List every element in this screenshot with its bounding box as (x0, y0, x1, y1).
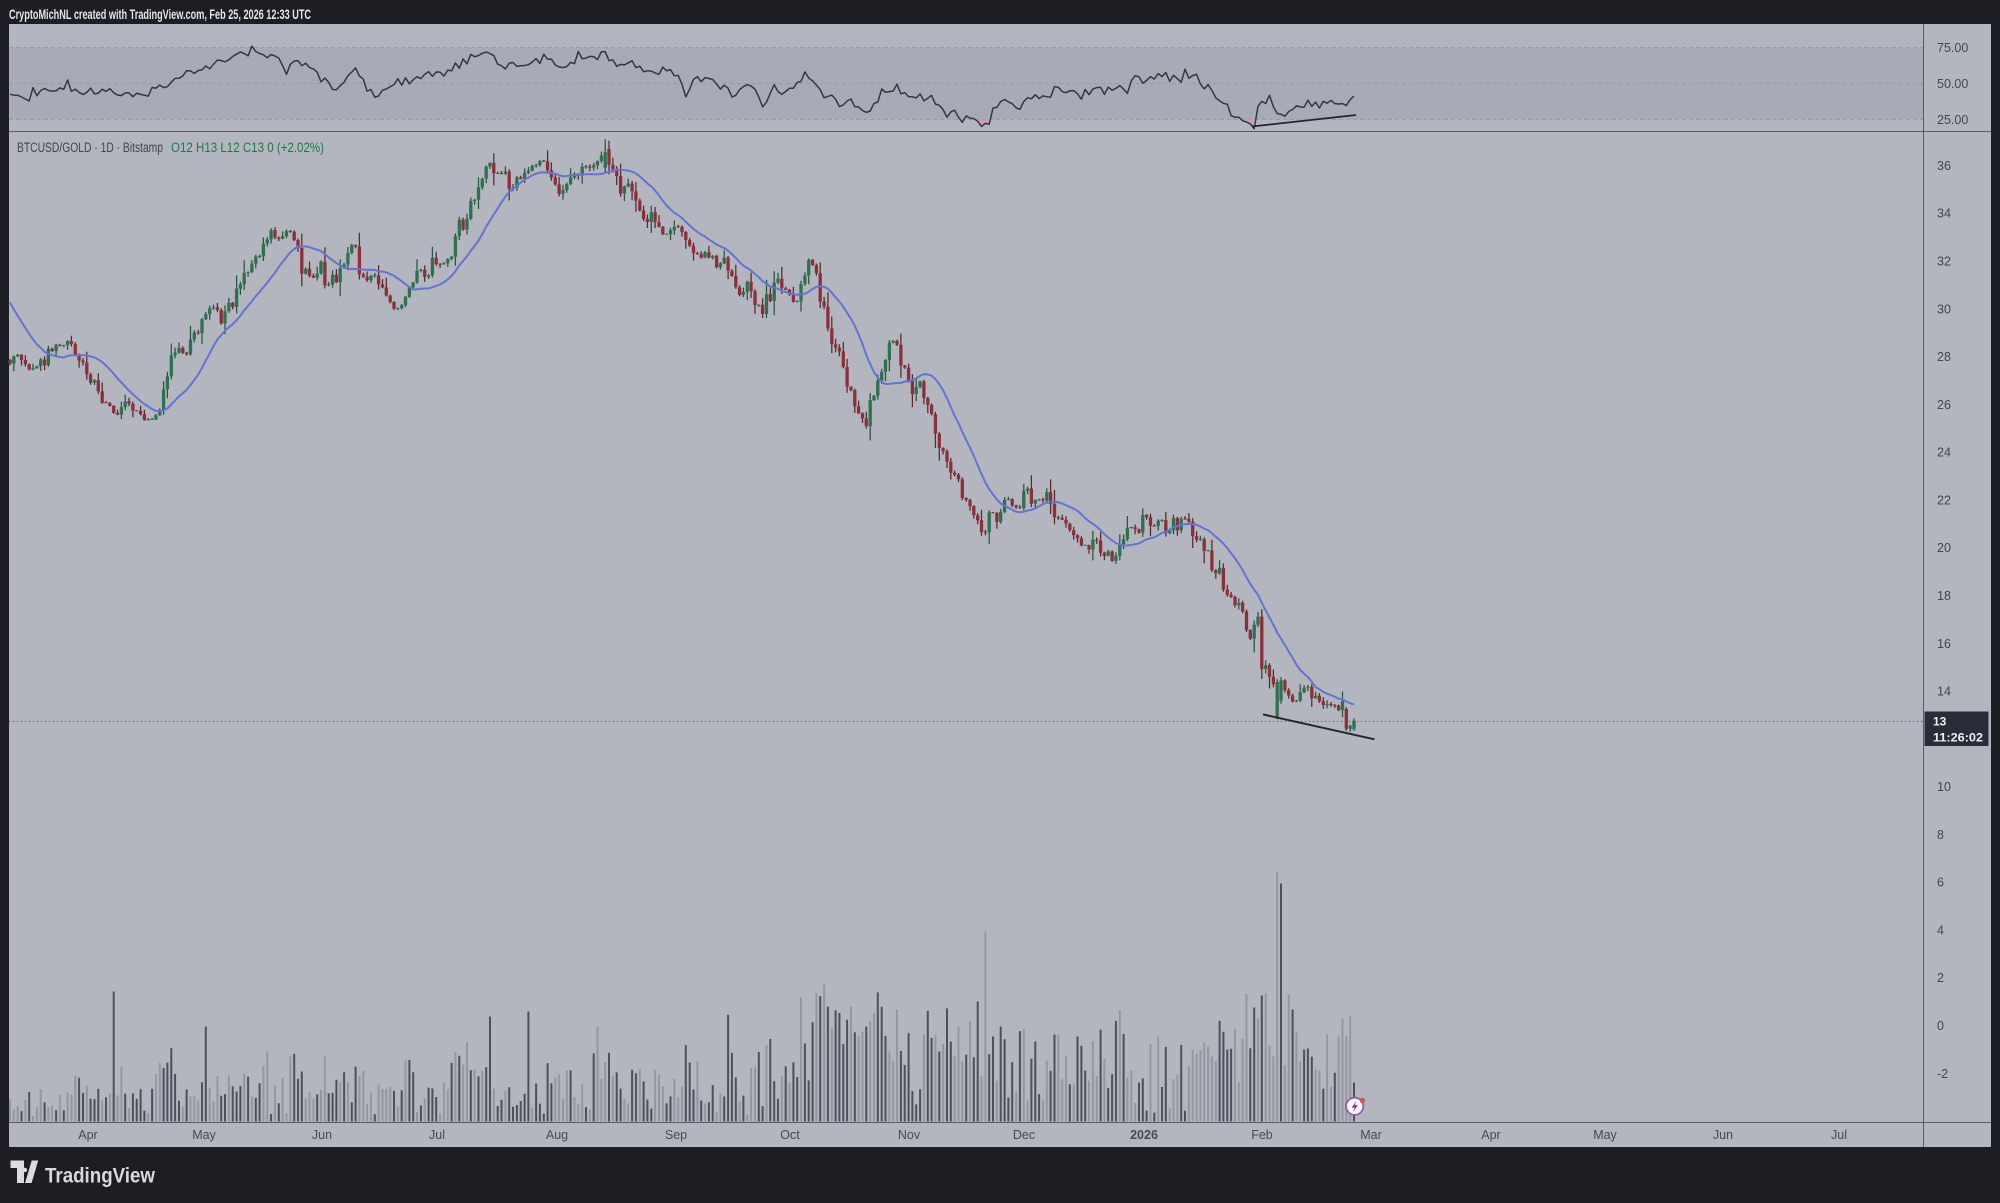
svg-text:Apr: Apr (1481, 1128, 1500, 1142)
svg-text:4: 4 (1937, 923, 1944, 937)
svg-text:CryptoMichNL created with Trad: CryptoMichNL created with TradingView.co… (9, 6, 311, 22)
svg-text:Feb: Feb (1251, 1128, 1273, 1142)
svg-text:8: 8 (1937, 828, 1944, 842)
svg-text:20: 20 (1937, 541, 1951, 555)
svg-text:18: 18 (1937, 589, 1951, 603)
svg-text:50.00: 50.00 (1937, 77, 1968, 91)
svg-text:Nov: Nov (898, 1128, 921, 1142)
svg-text:26: 26 (1937, 398, 1951, 412)
svg-text:30: 30 (1937, 302, 1951, 316)
svg-text:May: May (1593, 1128, 1617, 1142)
svg-text:Jul: Jul (429, 1128, 445, 1142)
svg-text:11:26:02: 11:26:02 (1933, 731, 1983, 745)
svg-text:Oct: Oct (780, 1128, 800, 1142)
svg-text:14: 14 (1937, 685, 1951, 699)
svg-text:16: 16 (1937, 637, 1951, 651)
svg-text:Sep: Sep (665, 1128, 687, 1142)
svg-text:24: 24 (1937, 446, 1951, 460)
svg-text:28: 28 (1937, 350, 1951, 364)
svg-text:2: 2 (1937, 971, 1944, 985)
svg-text:0: 0 (1937, 1019, 1944, 1033)
svg-text:TradingView: TradingView (45, 1165, 156, 1188)
svg-text:6: 6 (1937, 876, 1944, 890)
svg-text:13: 13 (1933, 715, 1947, 729)
svg-text:36: 36 (1937, 159, 1951, 173)
svg-text:Mar: Mar (1360, 1128, 1382, 1142)
svg-text:Jul: Jul (1831, 1128, 1847, 1142)
svg-text:Aug: Aug (546, 1128, 568, 1142)
svg-text:22: 22 (1937, 493, 1951, 507)
svg-text:34: 34 (1937, 207, 1951, 221)
svg-text:Apr: Apr (78, 1128, 97, 1142)
svg-text:Jun: Jun (1713, 1128, 1733, 1142)
svg-text:-2: -2 (1937, 1067, 1948, 1081)
svg-text:2026: 2026 (1130, 1128, 1158, 1142)
svg-text:32: 32 (1937, 255, 1951, 269)
svg-text:10: 10 (1937, 780, 1951, 794)
svg-text:May: May (192, 1128, 216, 1142)
svg-text:75.00: 75.00 (1937, 41, 1968, 55)
svg-text:25.00: 25.00 (1937, 113, 1968, 127)
svg-text:Jun: Jun (312, 1128, 332, 1142)
svg-text:Dec: Dec (1013, 1128, 1035, 1142)
